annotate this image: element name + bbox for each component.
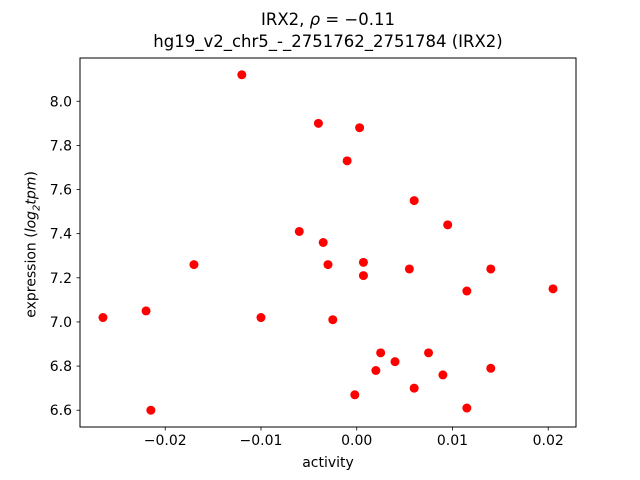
y-label-log: log [23, 210, 40, 233]
x-axis-label: activity [302, 455, 354, 471]
chart-title: IRX2, ρ = −0.11 hg19_v2_chr5_-_2751762_2… [80, 9, 576, 53]
data-point [189, 260, 199, 270]
data-point [318, 238, 328, 247]
x-tick-label: 0.00 [341, 433, 372, 449]
data-point [358, 271, 368, 281]
y-tick-label: 8.0 [50, 94, 72, 110]
y-label-sub: 2 [31, 204, 43, 211]
data-point [358, 257, 368, 267]
data-point [294, 226, 304, 236]
data-point [409, 196, 419, 206]
data-point [462, 286, 472, 296]
y-tick-label: 6.8 [50, 359, 72, 375]
data-point [376, 348, 386, 358]
title-rho-value: = −0.11 [320, 10, 395, 29]
x-tick-label: −0.01 [240, 433, 283, 449]
y-tick-label: 7.2 [50, 271, 72, 287]
data-point [404, 264, 414, 274]
plot-border [79, 57, 577, 428]
data-point [328, 315, 338, 325]
title-gene: IRX2, [261, 10, 310, 29]
y-axis-label: expression (log2tpm) [24, 114, 43, 374]
y-label-tpm: tpm [23, 176, 40, 205]
data-point [342, 156, 352, 166]
data-point [323, 260, 333, 270]
data-point [98, 313, 108, 323]
data-point [409, 383, 419, 393]
x-tick-label: 0.01 [437, 433, 468, 449]
data-point [237, 70, 247, 80]
title-rho-symbol: ρ [309, 10, 321, 29]
y-tick-label: 7.6 [50, 183, 72, 199]
y-label-prefix: expression ( [23, 232, 40, 318]
y-label-suffix: ) [23, 171, 40, 177]
data-point [350, 390, 360, 400]
chart-title-line2: hg19_v2_chr5_-_2751762_2751784 (IRX2) [153, 32, 503, 51]
data-point [371, 366, 381, 376]
data-point [424, 348, 434, 358]
data-point [390, 357, 400, 367]
data-point [443, 220, 453, 230]
x-tick-label: 0.02 [533, 433, 564, 449]
y-tick-label: 7.8 [50, 138, 72, 154]
data-point [313, 118, 323, 128]
data-point [486, 264, 496, 274]
y-tick-label: 6.6 [50, 403, 72, 419]
data-point [438, 370, 448, 380]
data-point [462, 403, 472, 413]
chart-title-line1: IRX2, ρ = −0.11 [80, 9, 576, 31]
y-tick-label: 7.0 [50, 315, 72, 331]
data-point [146, 405, 156, 415]
data-point [141, 306, 151, 316]
y-tick-label: 7.4 [50, 227, 72, 243]
data-point [548, 284, 558, 294]
data-point [355, 123, 365, 133]
data-point [256, 313, 266, 323]
data-point [486, 363, 496, 373]
x-tick-label: −0.02 [144, 433, 187, 449]
